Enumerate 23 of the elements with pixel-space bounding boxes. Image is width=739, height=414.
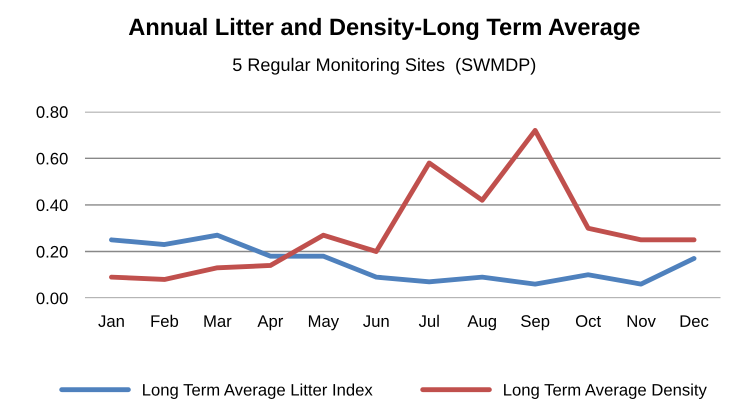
x-tick-label: Dec: [680, 315, 708, 327]
y-tick-label: 0.00: [36, 292, 68, 304]
legend-label: Long Term Average Density: [504, 383, 707, 399]
x-tick-label: Nov: [628, 315, 656, 327]
x-tick-label: Feb: [151, 314, 178, 327]
x-tick-label: Aug: [467, 315, 496, 330]
chart-title: Annual Litter and Density-Long Term Average: [128, 18, 640, 40]
chart-subtitle: 5 Regular Monitoring Sites (SWMDP): [232, 58, 536, 75]
y-tick-label: 0.60: [36, 152, 68, 165]
y-tick-label: 0.40: [36, 199, 68, 212]
legend-label: Long Term Average Litter Index: [143, 383, 373, 399]
y-tick-label: 0.80: [36, 106, 68, 118]
x-tick-label: Sep: [521, 315, 550, 330]
x-tick-label: Mar: [204, 315, 232, 327]
line-series: [109, 232, 696, 287]
line-series: [109, 128, 696, 282]
x-tick-label: Jun: [363, 315, 389, 327]
x-tick-label: Jul: [418, 314, 439, 327]
x-tick-label: Jan: [98, 315, 124, 327]
x-tick-label: Apr: [257, 315, 284, 330]
y-tick-label: 0.20: [36, 246, 68, 258]
x-tick-label: May: [308, 315, 340, 330]
x-tick-label: Oct: [576, 315, 601, 327]
